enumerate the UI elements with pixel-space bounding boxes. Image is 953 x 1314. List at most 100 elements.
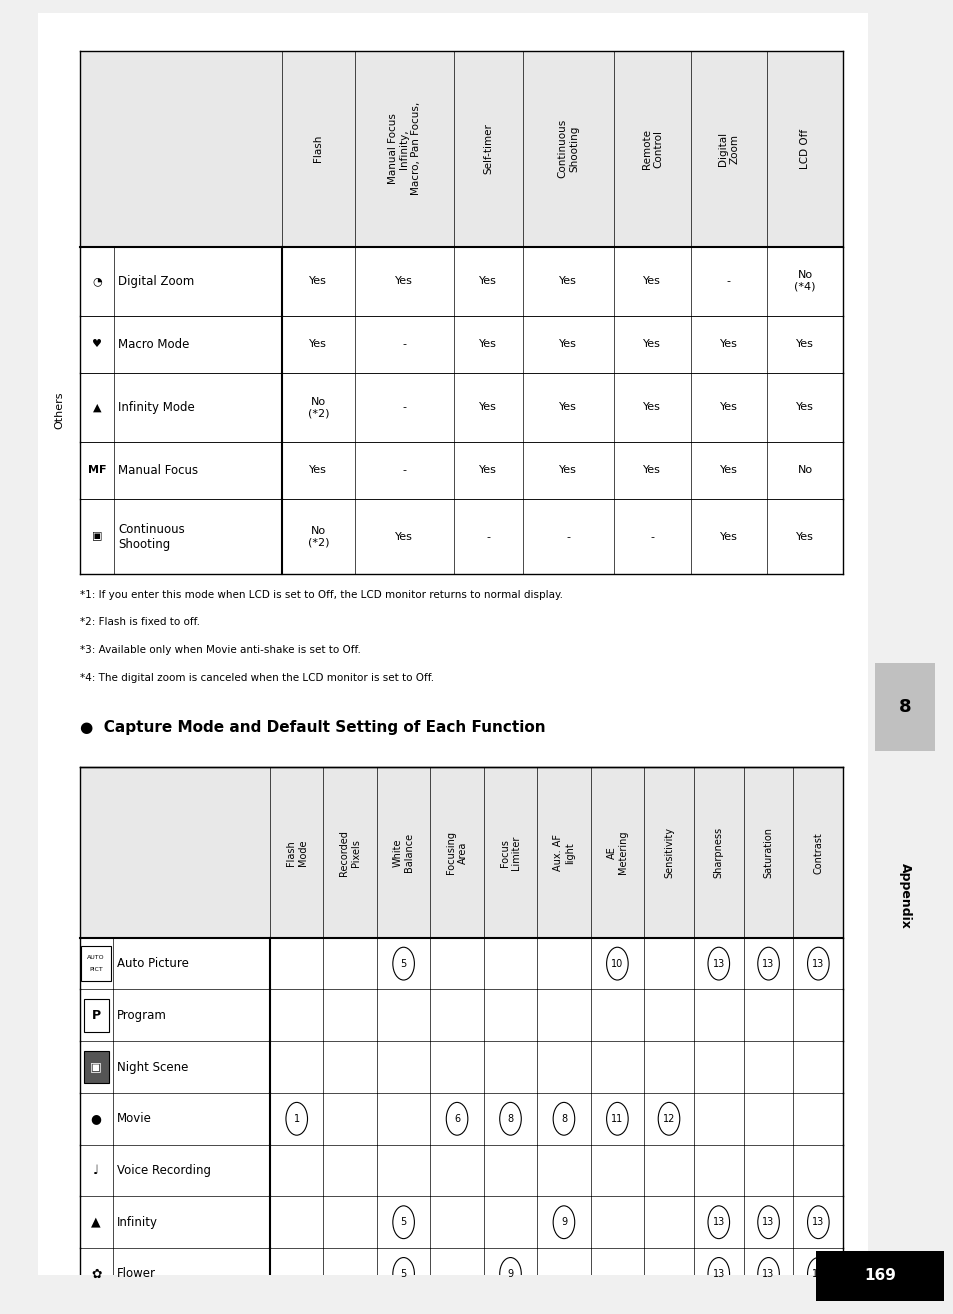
Text: 13: 13 [712, 1217, 724, 1227]
Text: Movie: Movie [116, 1112, 152, 1125]
Text: Yes: Yes [796, 402, 813, 413]
Text: Continuous
Shooting: Continuous Shooting [557, 120, 578, 179]
FancyBboxPatch shape [84, 1051, 109, 1084]
Text: -: - [566, 532, 570, 541]
Text: Voice Recording: Voice Recording [116, 1164, 211, 1177]
Text: No: No [797, 465, 812, 476]
Text: *3: Available only when Movie anti-shake is set to Off.: *3: Available only when Movie anti-shake… [79, 645, 360, 656]
Text: ◔: ◔ [91, 276, 102, 286]
Text: Yes: Yes [642, 402, 660, 413]
Text: Program: Program [116, 1009, 167, 1022]
Text: 13: 13 [761, 959, 774, 968]
Text: Yes: Yes [642, 276, 660, 286]
Text: Manual Focus: Manual Focus [118, 464, 198, 477]
Text: Others: Others [54, 392, 64, 430]
Text: Yes: Yes [478, 465, 497, 476]
Text: Infinity: Infinity [116, 1215, 157, 1229]
Text: AUTO: AUTO [88, 955, 105, 959]
Text: Yes: Yes [395, 276, 413, 286]
Text: Night Scene: Night Scene [116, 1060, 188, 1074]
Text: 13: 13 [712, 959, 724, 968]
Text: 13: 13 [811, 959, 823, 968]
Text: 5: 5 [400, 959, 406, 968]
Text: Recorded
Pixels: Recorded Pixels [339, 829, 360, 875]
Text: Macro Mode: Macro Mode [118, 338, 190, 351]
Text: Saturation: Saturation [762, 827, 773, 878]
Text: 13: 13 [811, 1269, 823, 1279]
Text: 13: 13 [761, 1217, 774, 1227]
Text: 13: 13 [761, 1269, 774, 1279]
Text: Yes: Yes [309, 339, 327, 350]
Text: Aux. AF
light: Aux. AF light [553, 834, 574, 871]
Text: Digital Zoom: Digital Zoom [118, 275, 194, 288]
Text: AE
Metering: AE Metering [606, 830, 627, 874]
Text: 169: 169 [863, 1268, 895, 1284]
Text: Yes: Yes [642, 465, 660, 476]
Text: LCD Off: LCD Off [800, 129, 809, 168]
FancyBboxPatch shape [79, 51, 842, 247]
Text: Yes: Yes [478, 276, 497, 286]
Text: ▣: ▣ [91, 532, 102, 541]
Text: Yes: Yes [796, 339, 813, 350]
Text: Auto Picture: Auto Picture [116, 957, 189, 970]
Text: Flower: Flower [116, 1268, 155, 1280]
Text: Focusing
Area: Focusing Area [446, 832, 467, 874]
Text: Focus
Limiter: Focus Limiter [499, 836, 520, 870]
Text: Appendix: Appendix [898, 863, 911, 929]
Text: -: - [650, 532, 654, 541]
FancyBboxPatch shape [874, 662, 934, 752]
Text: Yes: Yes [719, 339, 737, 350]
Text: 13: 13 [712, 1269, 724, 1279]
Text: Digital
Zoom: Digital Zoom [718, 131, 739, 166]
Text: ✿: ✿ [91, 1268, 101, 1280]
Text: No
(*2): No (*2) [307, 397, 329, 418]
Text: Remote
Control: Remote Control [640, 129, 662, 168]
Text: Yes: Yes [478, 339, 497, 350]
FancyBboxPatch shape [815, 1251, 943, 1301]
Text: ●: ● [91, 1112, 101, 1125]
Text: ▣: ▣ [91, 1060, 102, 1074]
Text: 8: 8 [507, 1114, 513, 1123]
Text: Yes: Yes [558, 276, 577, 286]
FancyBboxPatch shape [81, 946, 111, 982]
Text: Contrast: Contrast [813, 832, 822, 874]
Text: No
(*4): No (*4) [794, 271, 815, 292]
Text: 12: 12 [662, 1114, 675, 1123]
Text: ♩: ♩ [93, 1164, 99, 1177]
Text: -: - [402, 402, 406, 413]
Text: -: - [402, 465, 406, 476]
Text: Yes: Yes [558, 402, 577, 413]
Text: 9: 9 [560, 1217, 566, 1227]
Text: Yes: Yes [719, 532, 737, 541]
Text: 1: 1 [294, 1114, 299, 1123]
Text: Yes: Yes [558, 339, 577, 350]
Text: Yes: Yes [309, 465, 327, 476]
Text: Yes: Yes [719, 465, 737, 476]
Text: Flash: Flash [313, 135, 323, 163]
Text: 11: 11 [611, 1114, 623, 1123]
Text: Sharpness: Sharpness [713, 827, 723, 878]
Text: Self-timer: Self-timer [482, 124, 493, 175]
Text: Yes: Yes [309, 276, 327, 286]
FancyBboxPatch shape [79, 767, 842, 938]
FancyBboxPatch shape [84, 999, 109, 1031]
Text: MF: MF [88, 465, 106, 476]
Text: Flash
Mode: Flash Mode [286, 840, 307, 866]
Text: -: - [486, 532, 490, 541]
Text: -: - [726, 276, 730, 286]
Text: 6: 6 [454, 1114, 459, 1123]
Text: ▲: ▲ [91, 1215, 101, 1229]
Text: *1: If you enter this mode when LCD is set to Off, the LCD monitor returns to no: *1: If you enter this mode when LCD is s… [79, 590, 562, 599]
Text: Infinity Mode: Infinity Mode [118, 401, 194, 414]
Text: No
(*2): No (*2) [307, 526, 329, 548]
Text: 8: 8 [898, 698, 911, 716]
Text: 5: 5 [400, 1269, 406, 1279]
FancyBboxPatch shape [38, 13, 867, 1275]
Text: Yes: Yes [719, 402, 737, 413]
Text: -: - [402, 339, 406, 350]
Text: 10: 10 [611, 959, 623, 968]
Text: White
Balance: White Balance [393, 833, 414, 872]
Text: ♥: ♥ [91, 339, 102, 350]
Text: 13: 13 [811, 1217, 823, 1227]
Text: 9: 9 [507, 1269, 513, 1279]
